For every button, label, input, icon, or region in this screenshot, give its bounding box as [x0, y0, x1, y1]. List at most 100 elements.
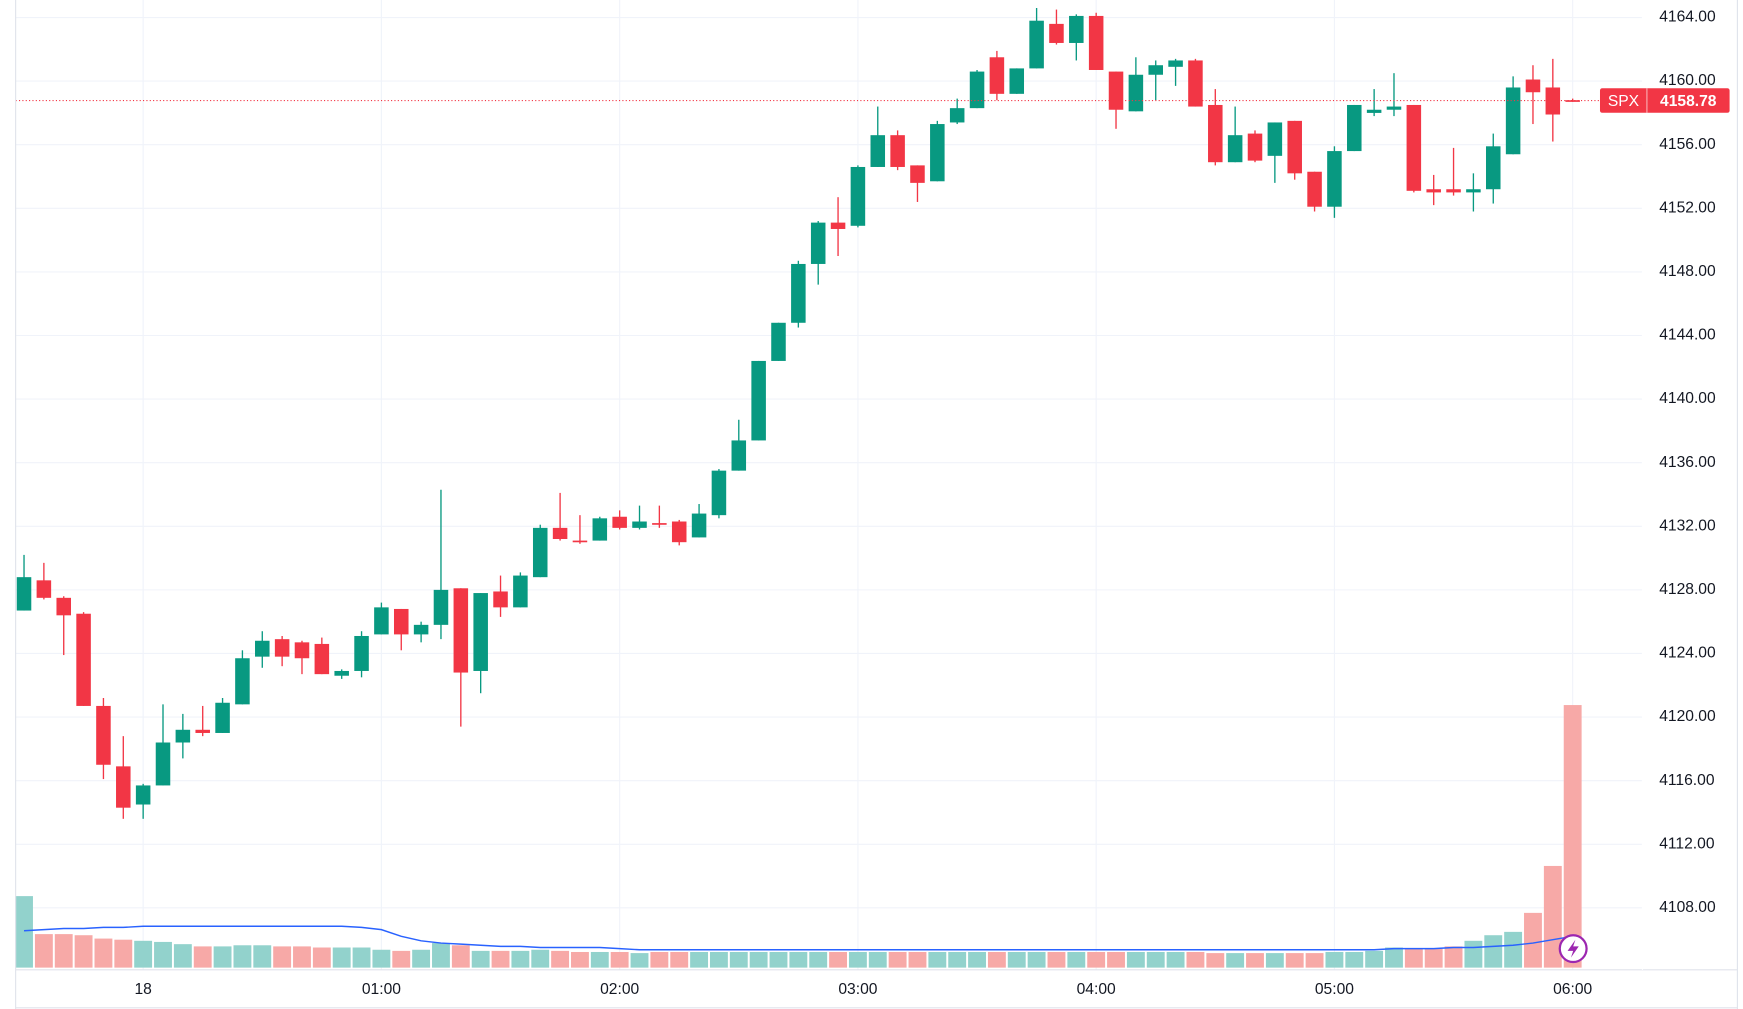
x-tick-label: 05:00	[1315, 981, 1354, 998]
candle-body	[751, 360, 766, 441]
last-price-symbol: SPX	[1608, 93, 1640, 110]
candle-body	[255, 640, 270, 657]
candle-body	[1366, 109, 1382, 113]
volume-bar	[928, 951, 947, 968]
volume-bar	[1543, 865, 1562, 968]
volume-bar	[134, 940, 153, 968]
last-price-tag	[1599, 88, 1730, 113]
candle-body	[969, 71, 985, 109]
volume-bar	[709, 951, 728, 968]
volume-bar	[432, 943, 450, 968]
plot	[15, 7, 1600, 968]
candle-body	[870, 135, 886, 167]
x-tick-label: 02:00	[600, 981, 639, 998]
volume-bar	[253, 945, 272, 968]
volume-bar	[491, 950, 510, 968]
volume-bar	[1146, 951, 1165, 968]
candle-body	[1545, 87, 1561, 115]
volume-bar	[968, 951, 986, 968]
candle-body	[1505, 87, 1521, 155]
volume-bar	[610, 951, 629, 968]
volume-bar	[1563, 705, 1582, 968]
volume-bar	[1464, 940, 1483, 968]
y-tick-label: 4128.00	[1659, 581, 1716, 598]
candle-body	[374, 607, 389, 635]
grid	[15, 0, 1643, 970]
volume-bar	[1087, 951, 1106, 968]
volume-bar	[729, 951, 748, 968]
volume-bar	[1484, 935, 1503, 968]
volume-bar	[948, 951, 967, 968]
candle-body	[691, 513, 707, 538]
volume-bar	[888, 951, 907, 968]
candle-body	[393, 608, 409, 635]
volume-bar	[630, 953, 649, 968]
candle-body	[413, 624, 429, 635]
candle-body	[135, 785, 151, 805]
volume-bar	[848, 951, 867, 968]
candle-body	[16, 577, 32, 611]
candle-body	[771, 322, 786, 361]
candle-body	[116, 766, 131, 808]
candle-body	[473, 593, 488, 671]
candle-body	[1188, 60, 1203, 107]
candle-body	[155, 742, 171, 786]
candle-body	[1287, 120, 1302, 174]
candle-body	[632, 521, 647, 528]
candle-body	[731, 440, 747, 471]
volume-bar	[809, 951, 828, 968]
volume-bar	[1444, 946, 1463, 968]
candle-body	[1307, 171, 1322, 207]
lightning-icon[interactable]	[1558, 934, 1588, 964]
volume-bar	[332, 947, 351, 968]
volume-bar	[908, 951, 927, 968]
volume-bar	[15, 896, 33, 968]
volume-bar	[34, 934, 53, 968]
volume-bar	[293, 946, 311, 968]
volume-bar	[352, 947, 371, 968]
candle-body	[1168, 60, 1183, 67]
volume-bar	[769, 951, 788, 968]
candle-body	[1485, 146, 1501, 190]
volume-bar	[1107, 951, 1125, 968]
volume-bar	[868, 951, 887, 968]
candle-body	[1466, 189, 1481, 193]
candle-body	[850, 166, 866, 226]
candle-body	[671, 521, 687, 543]
candle-body	[1406, 104, 1422, 191]
candle-body	[949, 108, 965, 123]
volume-bar	[1325, 951, 1344, 968]
volume-bar	[312, 947, 331, 968]
volume-bar	[1027, 951, 1046, 968]
candle-body	[1049, 23, 1064, 43]
candle-body	[1108, 71, 1124, 110]
candle-body	[1029, 20, 1044, 69]
volume-bar	[749, 951, 768, 968]
volume-bar	[789, 951, 808, 968]
volume-bar	[173, 944, 192, 968]
volume-bar	[1226, 953, 1245, 968]
volume-bar	[1047, 951, 1066, 968]
candle-body	[433, 589, 449, 625]
candle-body	[294, 642, 310, 659]
volume-bar	[1246, 953, 1264, 968]
candle-body	[1426, 189, 1441, 193]
candle-body	[76, 613, 91, 706]
y-tick-label: 4124.00	[1659, 645, 1716, 662]
volume-bar	[1424, 948, 1443, 968]
candle-body	[274, 639, 290, 657]
volume-bar	[74, 935, 93, 968]
volume-bar	[193, 946, 212, 968]
candle-body	[1327, 151, 1342, 207]
candle-body	[314, 643, 330, 675]
volume-bar	[1504, 931, 1523, 968]
volume-bar	[233, 945, 252, 968]
y-tick-label: 4132.00	[1659, 517, 1716, 534]
candle-body	[830, 222, 846, 229]
y-tick-label: 4164.00	[1659, 9, 1716, 26]
candle-body	[791, 263, 806, 323]
candle-body	[652, 523, 667, 525]
candle-body	[493, 591, 508, 608]
candle-body	[1128, 74, 1144, 112]
